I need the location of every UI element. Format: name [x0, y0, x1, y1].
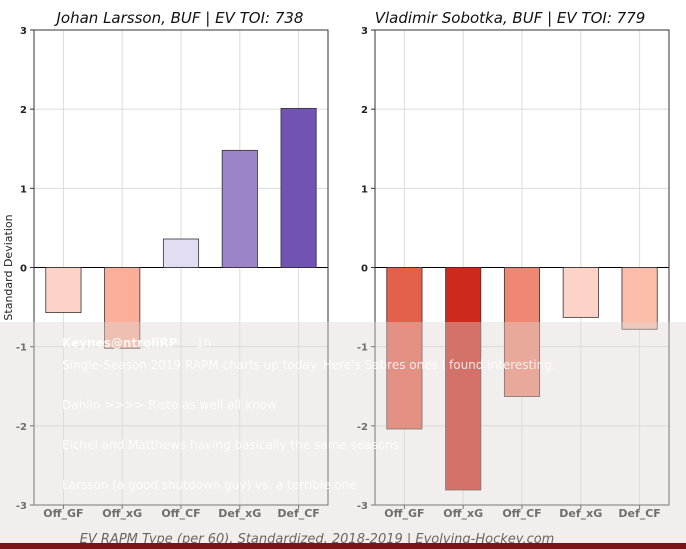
- bar: [621, 267, 658, 330]
- y-tick-label: 3: [20, 26, 27, 37]
- overlay-timestamp: 1h: [196, 336, 212, 350]
- bar: [221, 149, 258, 268]
- x-tick-label: Off_GF: [384, 507, 424, 520]
- y-tick-label: -2: [357, 422, 368, 433]
- y-tick-label: 2: [20, 105, 27, 116]
- x-tick-label: Off_GF: [43, 507, 83, 520]
- y-tick-label: -1: [357, 343, 368, 354]
- chart-panel-right: Vladimir Sobotka, BUF | EV TOI: 779 -3 -2 -…: [357, 9, 670, 520]
- bar: [562, 267, 599, 318]
- y-tick-label: 1: [20, 184, 27, 195]
- x-tick-label: Off_xG: [102, 507, 142, 520]
- bar: [445, 267, 482, 491]
- y-tick-label: 2: [361, 105, 368, 116]
- y-tick-label: -2: [16, 422, 27, 433]
- x-tick-label: Off_CF: [161, 507, 200, 520]
- bottom-border-bar: [0, 543, 686, 549]
- overlay-line: Dahlin >>>> Risto as well all know: [62, 398, 277, 412]
- y-tick-label: 0: [361, 264, 368, 275]
- x-tick-label: Def_xG: [559, 507, 602, 520]
- bar: [280, 107, 317, 268]
- y-tick-label: 0: [20, 264, 27, 275]
- message-overlay: Keynes@ntrollRP 1h Single-Season 2019 RA…: [0, 322, 686, 543]
- bar: [162, 238, 200, 268]
- y-tick-label: -1: [16, 343, 27, 354]
- x-tick-label: Def_CF: [618, 507, 660, 520]
- overlay-line: Single-Season 2019 RAPM charts up today.…: [62, 358, 556, 372]
- chart-title: Johan Larsson, BUF | EV TOI: 738: [54, 9, 304, 27]
- chart-title: Vladimir Sobotka, BUF | EV TOI: 779: [375, 9, 646, 27]
- x-tick-label: Def_CF: [277, 507, 319, 520]
- chart-panel-left: Johan Larsson, BUF | EV TOI: 738 -3 -2 -1 0 1…: [2, 9, 329, 520]
- y-tick-label: 1: [361, 184, 368, 195]
- overlay-line: Eichel and Matthews having basically the…: [62, 438, 399, 452]
- bar: [386, 267, 423, 430]
- x-tick-label: Off_CF: [502, 507, 541, 520]
- y-tick-label: 3: [361, 26, 368, 37]
- overlay-author: Keynes@ntrollRP: [62, 336, 178, 350]
- bar: [503, 267, 541, 397]
- x-tick-label: Def_xG: [218, 507, 261, 520]
- y-axis-label: Standard Deviation: [2, 214, 15, 320]
- bar: [104, 267, 141, 349]
- y-tick-label: -3: [16, 501, 27, 512]
- bar: [45, 267, 82, 314]
- overlay-line: Larsson (a good shutdown guy) vs. a terr…: [62, 478, 357, 492]
- y-tick-label: -3: [357, 501, 368, 512]
- x-tick-label: Off_xG: [443, 507, 483, 520]
